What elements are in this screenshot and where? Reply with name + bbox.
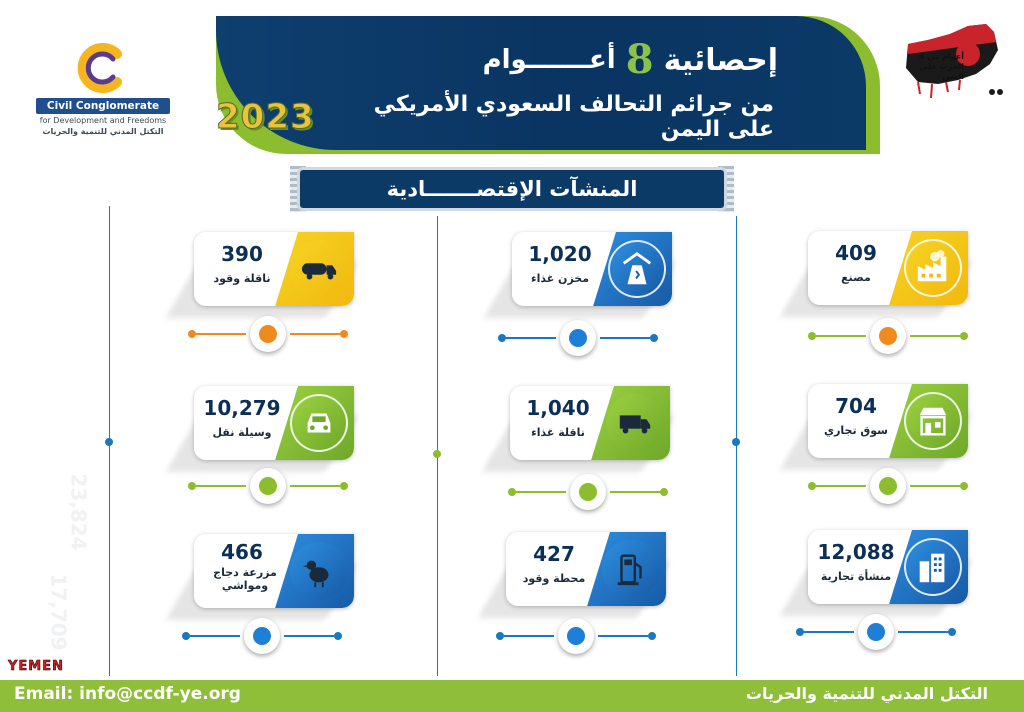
- stat-value: 10,279: [203, 396, 281, 420]
- stat-value: 1,040: [526, 396, 590, 420]
- title-prefix: إحصائية: [663, 42, 778, 78]
- subtitle: من جرائم التحالف السعودي الأمريكي على ال…: [373, 92, 774, 142]
- contact-email[interactable]: Email: info@ccdf-ye.org: [14, 684, 241, 704]
- truck-icon: [606, 394, 664, 452]
- connector-commercial-building: [796, 614, 956, 650]
- connector-fuel-tanker: [188, 316, 348, 352]
- watermark-number: 23,824: [66, 473, 91, 551]
- connector-market: [808, 468, 968, 504]
- stat-label: ناقلة غذاء: [531, 426, 585, 439]
- stat-card-fuel-station: 427 محطة وقود: [477, 532, 671, 618]
- stat-value: 12,088: [817, 540, 895, 564]
- stat-value: 466: [221, 540, 263, 564]
- timeline-dot-right: [732, 438, 740, 446]
- year-badge: 2023: [216, 97, 315, 138]
- stat-label: محطة وقود: [522, 572, 586, 585]
- stat-card-poultry-livestock: 466 مزرعة دجاج ومواشي: [165, 534, 359, 620]
- timeline-dot-middle: [433, 450, 441, 458]
- logo-c-icon: [77, 43, 122, 93]
- yemen-tag: YEMEN: [8, 659, 64, 675]
- connector-food-storage: [498, 320, 658, 356]
- stat-card-commercial-building: 12,088 منشأة تجارية: [779, 530, 973, 616]
- stat-value: 390: [221, 242, 263, 266]
- stat-label: وسيلة نقل: [212, 426, 272, 439]
- logo-subtitle-ar: التكتل المدني للتنمية والحريات: [42, 127, 164, 136]
- stat-card-food-truck: 1,040 ناقلة غذاء: [481, 386, 675, 472]
- connector-fuel-station: [496, 618, 656, 654]
- stat-label: سوق تجاري: [824, 424, 888, 437]
- timeline-line-middle: [437, 216, 438, 676]
- yemen-map-emblem-icon: [906, 24, 1003, 99]
- market-icon: [904, 392, 962, 450]
- connector-factory: [808, 318, 968, 354]
- section-title-box: المنشآت الإقتصـــــــادية: [300, 170, 724, 208]
- building-icon: [904, 538, 962, 596]
- stat-card-vehicle: 10,279 وسيلة نقل: [165, 386, 359, 472]
- fuel-station-icon: [602, 540, 660, 598]
- section-header: المنشآت الإقتصـــــــادية: [290, 166, 734, 212]
- footer-org-name: التكتل المدني للتنمية والحريات: [745, 684, 988, 703]
- fuel-tanker-icon: [290, 240, 348, 298]
- footer-bar: Email: info@ccdf-ye.org التكتل المدني لل…: [0, 680, 1024, 712]
- stat-value: 409: [835, 241, 877, 265]
- stat-label: ناقلة وقود: [213, 272, 271, 285]
- connector-vehicle: [188, 468, 348, 504]
- stat-value: 1,020: [528, 242, 592, 266]
- stat-label: مخزن غذاء: [530, 272, 590, 285]
- title-number: 8: [625, 36, 654, 83]
- organization-logo: Civil Conglomerate for Development and F…: [36, 38, 170, 142]
- stat-label: مصنع: [841, 271, 871, 284]
- banner-blue-panel: [216, 16, 866, 150]
- section-title: المنشآت الإقتصـــــــادية: [386, 177, 638, 201]
- stat-card-fuel-tanker: 390 ناقلة وقود: [165, 232, 359, 318]
- chicken-icon: [290, 542, 348, 600]
- food-sack-icon: [608, 240, 666, 298]
- connector-food-truck: [508, 474, 668, 510]
- watermark-number-2: 17,709: [46, 573, 71, 651]
- title-suffix: أعـــــــوام: [482, 45, 616, 75]
- timeline-line-right: [736, 216, 737, 676]
- stat-card-food-storage: 1,020 مخزن غذاء: [483, 232, 677, 318]
- logo-subtitle-en: for Development and Freedoms: [39, 116, 167, 125]
- factory-icon: [904, 239, 962, 297]
- car-icon: [290, 394, 348, 452]
- stat-label: مزرعة دجاج ومواشي: [213, 566, 277, 592]
- title-line-2: من جرائم التحالف السعودي الأمريكي على ال…: [216, 92, 774, 142]
- title-banner: إحصائية 8 أعـــــــوام من جرائم التحالف …: [216, 16, 880, 154]
- title-line-1: إحصائية 8 أعـــــــوام: [483, 40, 778, 80]
- logo-name: Civil Conglomerate: [36, 98, 170, 114]
- stat-value: 427: [533, 542, 575, 566]
- stat-label: منشأة تجارية: [820, 570, 892, 583]
- stat-value: 704: [835, 394, 877, 418]
- emblem-text: 8 أعوام من الحرب على اليمن: [918, 52, 964, 81]
- stat-card-market: 704 سوق تجاري: [779, 384, 973, 470]
- connector-poultry-livestock: [182, 618, 342, 654]
- stat-card-factory: 409 مصنع: [779, 231, 973, 317]
- timeline-dot-left: [105, 438, 113, 446]
